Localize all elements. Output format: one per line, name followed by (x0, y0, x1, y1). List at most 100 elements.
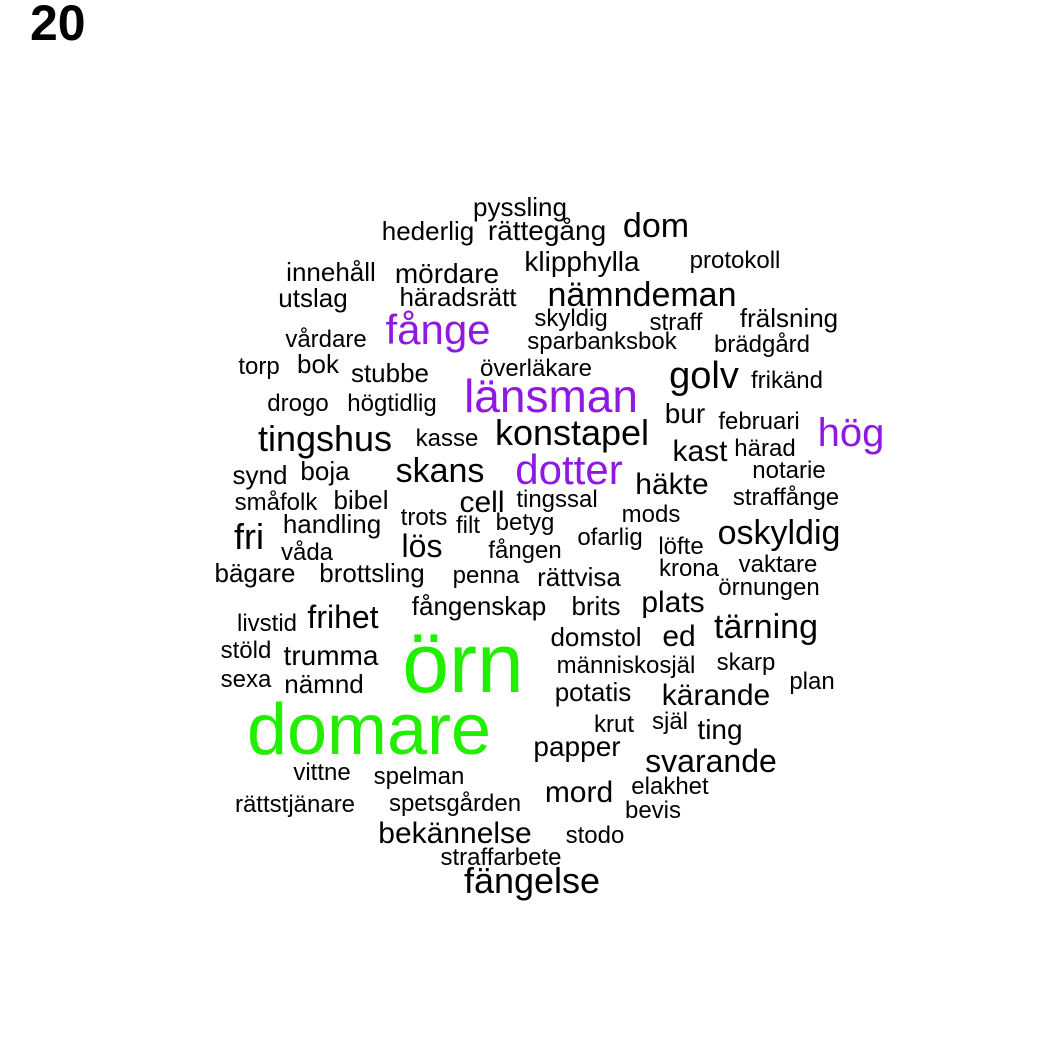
word-straffarbete: straffarbete (441, 844, 562, 871)
word-konstapel: konstapel (495, 412, 649, 453)
word-fri: fri (234, 516, 264, 557)
word-mordare: mördare (395, 258, 499, 289)
word-papper: papper (533, 731, 620, 762)
word-oskyldig: oskyldig (718, 514, 841, 552)
word-tarning: tärning (714, 608, 818, 646)
word-smafolk: småfolk (235, 489, 319, 516)
word-livstid: livstid (237, 610, 297, 637)
word-stodo: stodo (566, 822, 625, 849)
word-hederlig: hederlig (382, 216, 475, 246)
word-fangelse: fängelse (464, 860, 600, 901)
word-tingshus: tingshus (258, 418, 392, 459)
word-domstol: domstol (550, 622, 641, 652)
word-vittne: vittne (293, 759, 350, 786)
word-cell: cell (459, 486, 504, 519)
word-potatis: potatis (555, 677, 632, 707)
word-ting: ting (697, 714, 742, 745)
word-namnd: nämnd (284, 669, 364, 699)
word-lofte: löfte (658, 533, 703, 560)
word-haradsratt: häradsrätt (399, 282, 517, 312)
word-karande: kärande (662, 679, 770, 712)
word-orn: örn (402, 616, 523, 710)
word-spetsgarden: spetsgården (389, 790, 521, 817)
word-tingssal: tingssal (516, 486, 597, 513)
word-bevis: bevis (625, 797, 681, 824)
word-drogo: drogo (267, 390, 328, 417)
word-straff: straff (650, 309, 703, 336)
word-rattvisa: rättvisa (537, 562, 621, 592)
word-fangen: fången (488, 537, 561, 564)
word-rattegang: rättegång (488, 215, 606, 246)
word-bagare: bägare (215, 558, 296, 588)
word-bekannelse: bekännelse (378, 817, 531, 850)
word-skarp: skarp (717, 649, 776, 676)
word-elakhet: elakhet (631, 773, 709, 800)
word-plats: plats (641, 586, 704, 619)
word-boja: boja (300, 456, 350, 486)
word-frikand: frikänd (751, 367, 823, 394)
word-mord: mord (545, 776, 613, 809)
word-skans: skans (396, 452, 485, 490)
word-vada: våda (281, 539, 334, 566)
word-bur: bur (665, 398, 705, 429)
word-protokoll: protokoll (690, 247, 781, 274)
word-kasse: kasse (416, 425, 479, 452)
word-brits: brits (571, 591, 620, 621)
panel-number: 20 (30, 0, 86, 51)
word-innehall: innehåll (286, 257, 376, 287)
word-harad: härad (734, 435, 795, 462)
word-dom: dom (623, 207, 689, 245)
word-trots: trots (401, 504, 448, 531)
word-brottsling: brottsling (319, 558, 425, 588)
word-dotter: dotter (515, 446, 622, 493)
word-synd: synd (233, 460, 288, 490)
word-frihet: frihet (307, 599, 378, 635)
word-plan: plan (789, 668, 834, 695)
word-overlakare: överläkare (480, 355, 592, 382)
word-betyg: betyg (496, 509, 555, 536)
word-utslag: utslag (278, 283, 347, 313)
word-stold: stöld (221, 637, 272, 664)
word-torp: torp (238, 353, 279, 380)
word-domare: domare (247, 690, 491, 770)
word-skyldig: skyldig (534, 305, 607, 332)
word-hog: hög (818, 411, 885, 455)
word-handling: handling (283, 509, 381, 539)
word-manniskosjal: människosjäl (557, 652, 696, 679)
word-spelman: spelman (374, 763, 465, 790)
word-hogtidlig: högtidlig (347, 390, 436, 417)
word-ofarlig: ofarlig (577, 524, 642, 551)
word-stubbe: stubbe (351, 358, 429, 388)
word-straffange: straffånge (733, 484, 839, 511)
word-bok: bok (297, 349, 340, 379)
word-hakte: häkte (635, 468, 708, 501)
word-sjal: själ (652, 708, 688, 735)
word-penna: penna (453, 562, 520, 589)
word-filt: filt (456, 512, 480, 539)
word-golv: golv (669, 355, 739, 397)
word-krona: krona (659, 555, 720, 582)
word-mods: mods (622, 501, 681, 528)
word-fange: fånge (385, 306, 490, 353)
word-fralsning: frälsning (740, 303, 838, 333)
word-sexa: sexa (221, 666, 272, 693)
word-bradgard: brädgård (714, 331, 810, 358)
word-bibel: bibel (334, 485, 389, 515)
word-ed: ed (662, 620, 695, 653)
word-sparbanksbok: sparbanksbok (527, 328, 677, 355)
word-lansman: länsman (464, 370, 638, 422)
word-fangenskap: fångenskap (412, 591, 546, 621)
word-rattstjanare: rättstjänare (235, 791, 355, 818)
word-pyssling: pyssling (473, 192, 567, 222)
word-los: lös (402, 528, 443, 564)
word-vardare: vårdare (285, 326, 366, 353)
word-krut: krut (594, 711, 634, 738)
word-namndeman: nämndeman (547, 276, 736, 314)
word-klipphylla: klipphylla (524, 246, 640, 277)
word-vaktare: vaktare (739, 551, 818, 578)
word-ornungen: örnungen (718, 574, 819, 601)
word-kast: kast (672, 435, 728, 468)
word-februari: februari (718, 408, 799, 435)
